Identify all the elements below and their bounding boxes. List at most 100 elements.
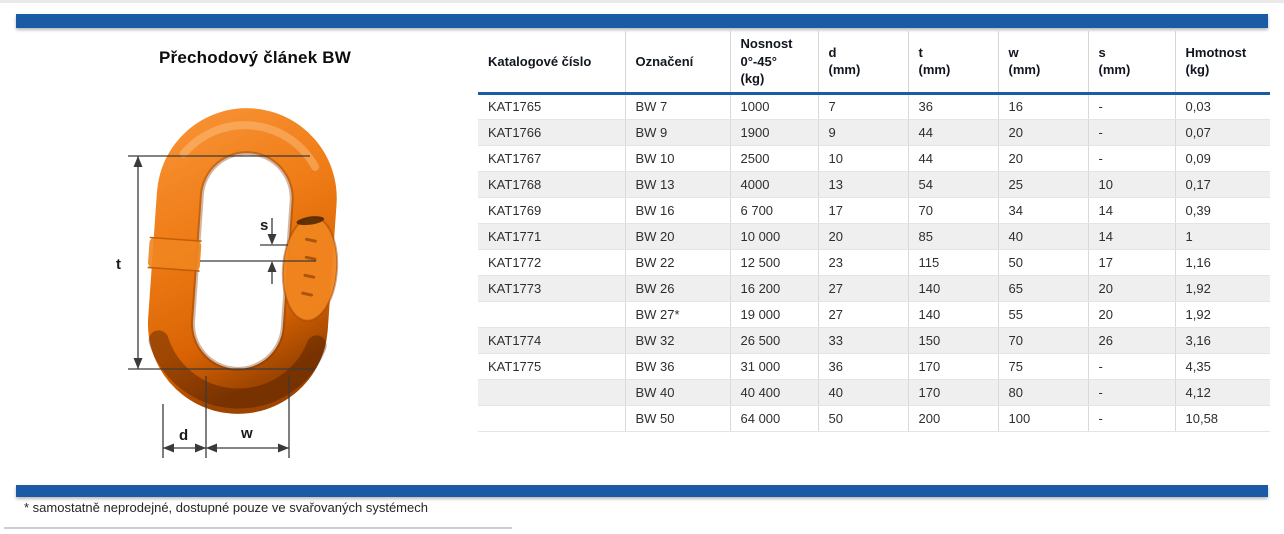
table-cell: 100 <box>997 405 1088 432</box>
table-cell: 27 <box>817 301 908 328</box>
table-cell: 36 <box>907 93 998 120</box>
table-cell: 14 <box>1087 223 1175 250</box>
spec-table: Katalogové číslo Označení Nosnost 0°-45°… <box>478 31 1270 432</box>
table-cell: 44 <box>907 119 998 146</box>
table-cell: 16 200 <box>729 275 818 302</box>
table-cell: 1 <box>1174 223 1270 250</box>
table-cell: 6 700 <box>729 197 818 224</box>
table-cell: 1,92 <box>1174 301 1270 328</box>
bottom-divider <box>4 527 512 529</box>
table-cell: - <box>1087 379 1175 406</box>
dimension-s: s <box>200 217 316 284</box>
link-ring <box>147 108 339 414</box>
column-header-katalogove-cislo: Katalogové číslo <box>478 31 625 95</box>
table-cell: KAT1771 <box>478 223 625 250</box>
table-cell: 4,12 <box>1174 379 1270 406</box>
table-cell: 40 <box>997 223 1088 250</box>
table-cell: BW 9 <box>624 119 730 146</box>
table-cell: 20 <box>1087 275 1175 302</box>
table-row: KAT1766 BW 9 1900 9 44 20-0,07 <box>478 119 1270 146</box>
table-cell: KAT1767 <box>478 145 625 172</box>
table-row: KAT1767 BW 10 2500 10 44 20-0,09 <box>478 145 1270 172</box>
dimension-t: t <box>116 155 315 370</box>
table-cell: 150 <box>907 327 998 354</box>
table-cell: 17 <box>1087 249 1175 276</box>
table-cell: 7 <box>817 93 908 120</box>
table-cell: 40 400 <box>729 379 818 406</box>
table-cell: BW 50 <box>624 405 730 432</box>
column-header-oznaceni: Označení <box>624 31 730 95</box>
table-cell: KAT1775 <box>478 353 625 380</box>
table-cell: - <box>1087 145 1175 172</box>
table-cell: 10 <box>1087 171 1175 198</box>
table-cell: 1,16 <box>1174 249 1270 276</box>
column-header-w: w (mm) <box>997 31 1088 95</box>
column-header-nosnost: Nosnost 0°-45° (kg) <box>729 31 818 95</box>
table-cell: BW 22 <box>624 249 730 276</box>
table-row: KAT1774 BW 32 26 500 33 150 70 26 3,16 <box>478 327 1270 354</box>
table-cell: 10,58 <box>1174 405 1270 432</box>
table-cell: 9 <box>817 119 908 146</box>
table-cell: 140 <box>907 301 998 328</box>
table-cell: 50 <box>997 249 1088 276</box>
table-cell: 64 000 <box>729 405 818 432</box>
table-cell: KAT1769 <box>478 197 625 224</box>
table-cell: 1900 <box>729 119 818 146</box>
table-cell: 34 <box>997 197 1088 224</box>
column-header-t: t (mm) <box>907 31 998 95</box>
page-title: Přechodový článek BW <box>158 48 351 67</box>
table-cell: 85 <box>907 223 998 250</box>
table-cell: 36 <box>817 353 908 380</box>
table-cell: 170 <box>907 379 998 406</box>
table-cell: 26 <box>1087 327 1175 354</box>
table-cell: 44 <box>907 145 998 172</box>
table-cell: 50 <box>817 405 908 432</box>
column-header-d: d (mm) <box>817 31 908 95</box>
table-cell: 70 <box>907 197 998 224</box>
table-cell: 1,92 <box>1174 275 1270 302</box>
table-cell: BW 20 <box>624 223 730 250</box>
table-cell: BW 27* <box>624 301 730 328</box>
table-cell: BW 16 <box>624 197 730 224</box>
table-cell: 27 <box>817 275 908 302</box>
table-cell: 13 <box>817 171 908 198</box>
table-cell: 20 <box>997 119 1088 146</box>
table-row: BW 50 64 000 50 200 100-10,58 <box>478 405 1270 432</box>
dim-label-w: w <box>240 425 253 442</box>
table-cell: 10 000 <box>729 223 818 250</box>
table-cell: BW 7 <box>624 93 730 120</box>
table-cell: BW 13 <box>624 171 730 198</box>
table-cell: 20 <box>817 223 908 250</box>
table-cell: - <box>1087 405 1175 432</box>
table-cell <box>478 405 625 432</box>
table-cell: 54 <box>907 171 998 198</box>
table-cell: 4000 <box>729 171 818 198</box>
table-cell: 140 <box>907 275 998 302</box>
table-cell: 170 <box>907 353 998 380</box>
table-cell: 0,39 <box>1174 197 1270 224</box>
table-cell: KAT1768 <box>478 171 625 198</box>
column-header-hmotnost: Hmotnost (kg) <box>1174 31 1270 95</box>
footnote: * samostatně neprodejné, dostupné pouze … <box>24 500 428 515</box>
table-row: KAT1768 BW 13 4000 13 54 25 10 0,17 <box>478 171 1270 198</box>
table-cell: 70 <box>997 327 1088 354</box>
table-cell: 26 500 <box>729 327 818 354</box>
spec-table-wrap: Katalogové číslo Označení Nosnost 0°-45°… <box>478 31 1270 432</box>
table-cell: 0,03 <box>1174 93 1270 120</box>
table-row: KAT1771 BW 20 10 000 20 85 40 14 1 <box>478 223 1270 250</box>
table-row: KAT1772 BW 22 12 500 23 115 50 17 1,16 <box>478 249 1270 276</box>
table-cell: - <box>1087 93 1175 120</box>
weld-collar <box>147 236 202 272</box>
table-cell: 16 <box>997 93 1088 120</box>
table-cell: 14 <box>1087 197 1175 224</box>
table-cell: 2500 <box>729 145 818 172</box>
table-cell: BW 40 <box>624 379 730 406</box>
table-cell: 17 <box>817 197 908 224</box>
master-link-diagram: t s d w <box>116 108 339 458</box>
table-cell: BW 32 <box>624 327 730 354</box>
table-cell: 4,35 <box>1174 353 1270 380</box>
table-cell: 0,09 <box>1174 145 1270 172</box>
dim-label-d: d <box>179 427 188 444</box>
dim-label-s: s <box>260 217 268 234</box>
table-cell: 23 <box>817 249 908 276</box>
